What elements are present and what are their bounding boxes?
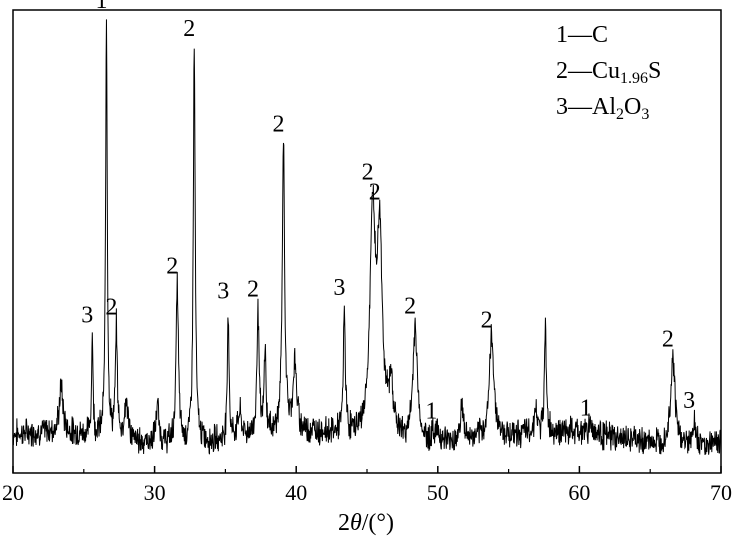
legend-entry: 2—Cu1.96S xyxy=(556,58,661,87)
peak-label: 2 xyxy=(247,276,259,302)
peak-label: 3 xyxy=(217,278,229,304)
peak-label: 2 xyxy=(362,159,374,185)
x-axis-label: 2θ/(°) xyxy=(338,510,394,536)
peak-label: 2 xyxy=(481,307,493,333)
x-tick-label: 20 xyxy=(2,480,24,505)
peak-label: 2 xyxy=(166,254,178,280)
peak-label: 1 xyxy=(95,0,107,14)
legend-entry: 1—C xyxy=(556,22,608,48)
peak-label: 2 xyxy=(183,16,195,42)
peak-label: 2 xyxy=(662,327,674,353)
peak-label: 2 xyxy=(272,111,284,137)
x-tick-label: 30 xyxy=(144,480,166,505)
peak-label: 1 xyxy=(425,398,437,424)
x-tick-label: 60 xyxy=(568,480,590,505)
x-tick-label: 40 xyxy=(285,480,307,505)
axes: 20 30 40 50 60 70 xyxy=(2,9,732,505)
peak-label: 2 xyxy=(369,179,381,205)
peak-label: 3 xyxy=(683,388,695,414)
plot-area xyxy=(12,19,722,456)
x-tick-label: 50 xyxy=(427,480,449,505)
peak-label: 1 xyxy=(580,395,592,421)
x-tick-label: 70 xyxy=(710,480,732,505)
peak-label: 3 xyxy=(333,275,345,301)
peak-label: 3 xyxy=(81,303,93,329)
legend: 1—C 2—Cu1.96S 3—Al2O3 xyxy=(556,22,661,123)
legend-entry: 3—Al2O3 xyxy=(556,94,649,123)
peak-label: 2 xyxy=(404,293,416,319)
xrd-pattern-line xyxy=(12,19,722,456)
peak-label: 2 xyxy=(105,294,117,320)
